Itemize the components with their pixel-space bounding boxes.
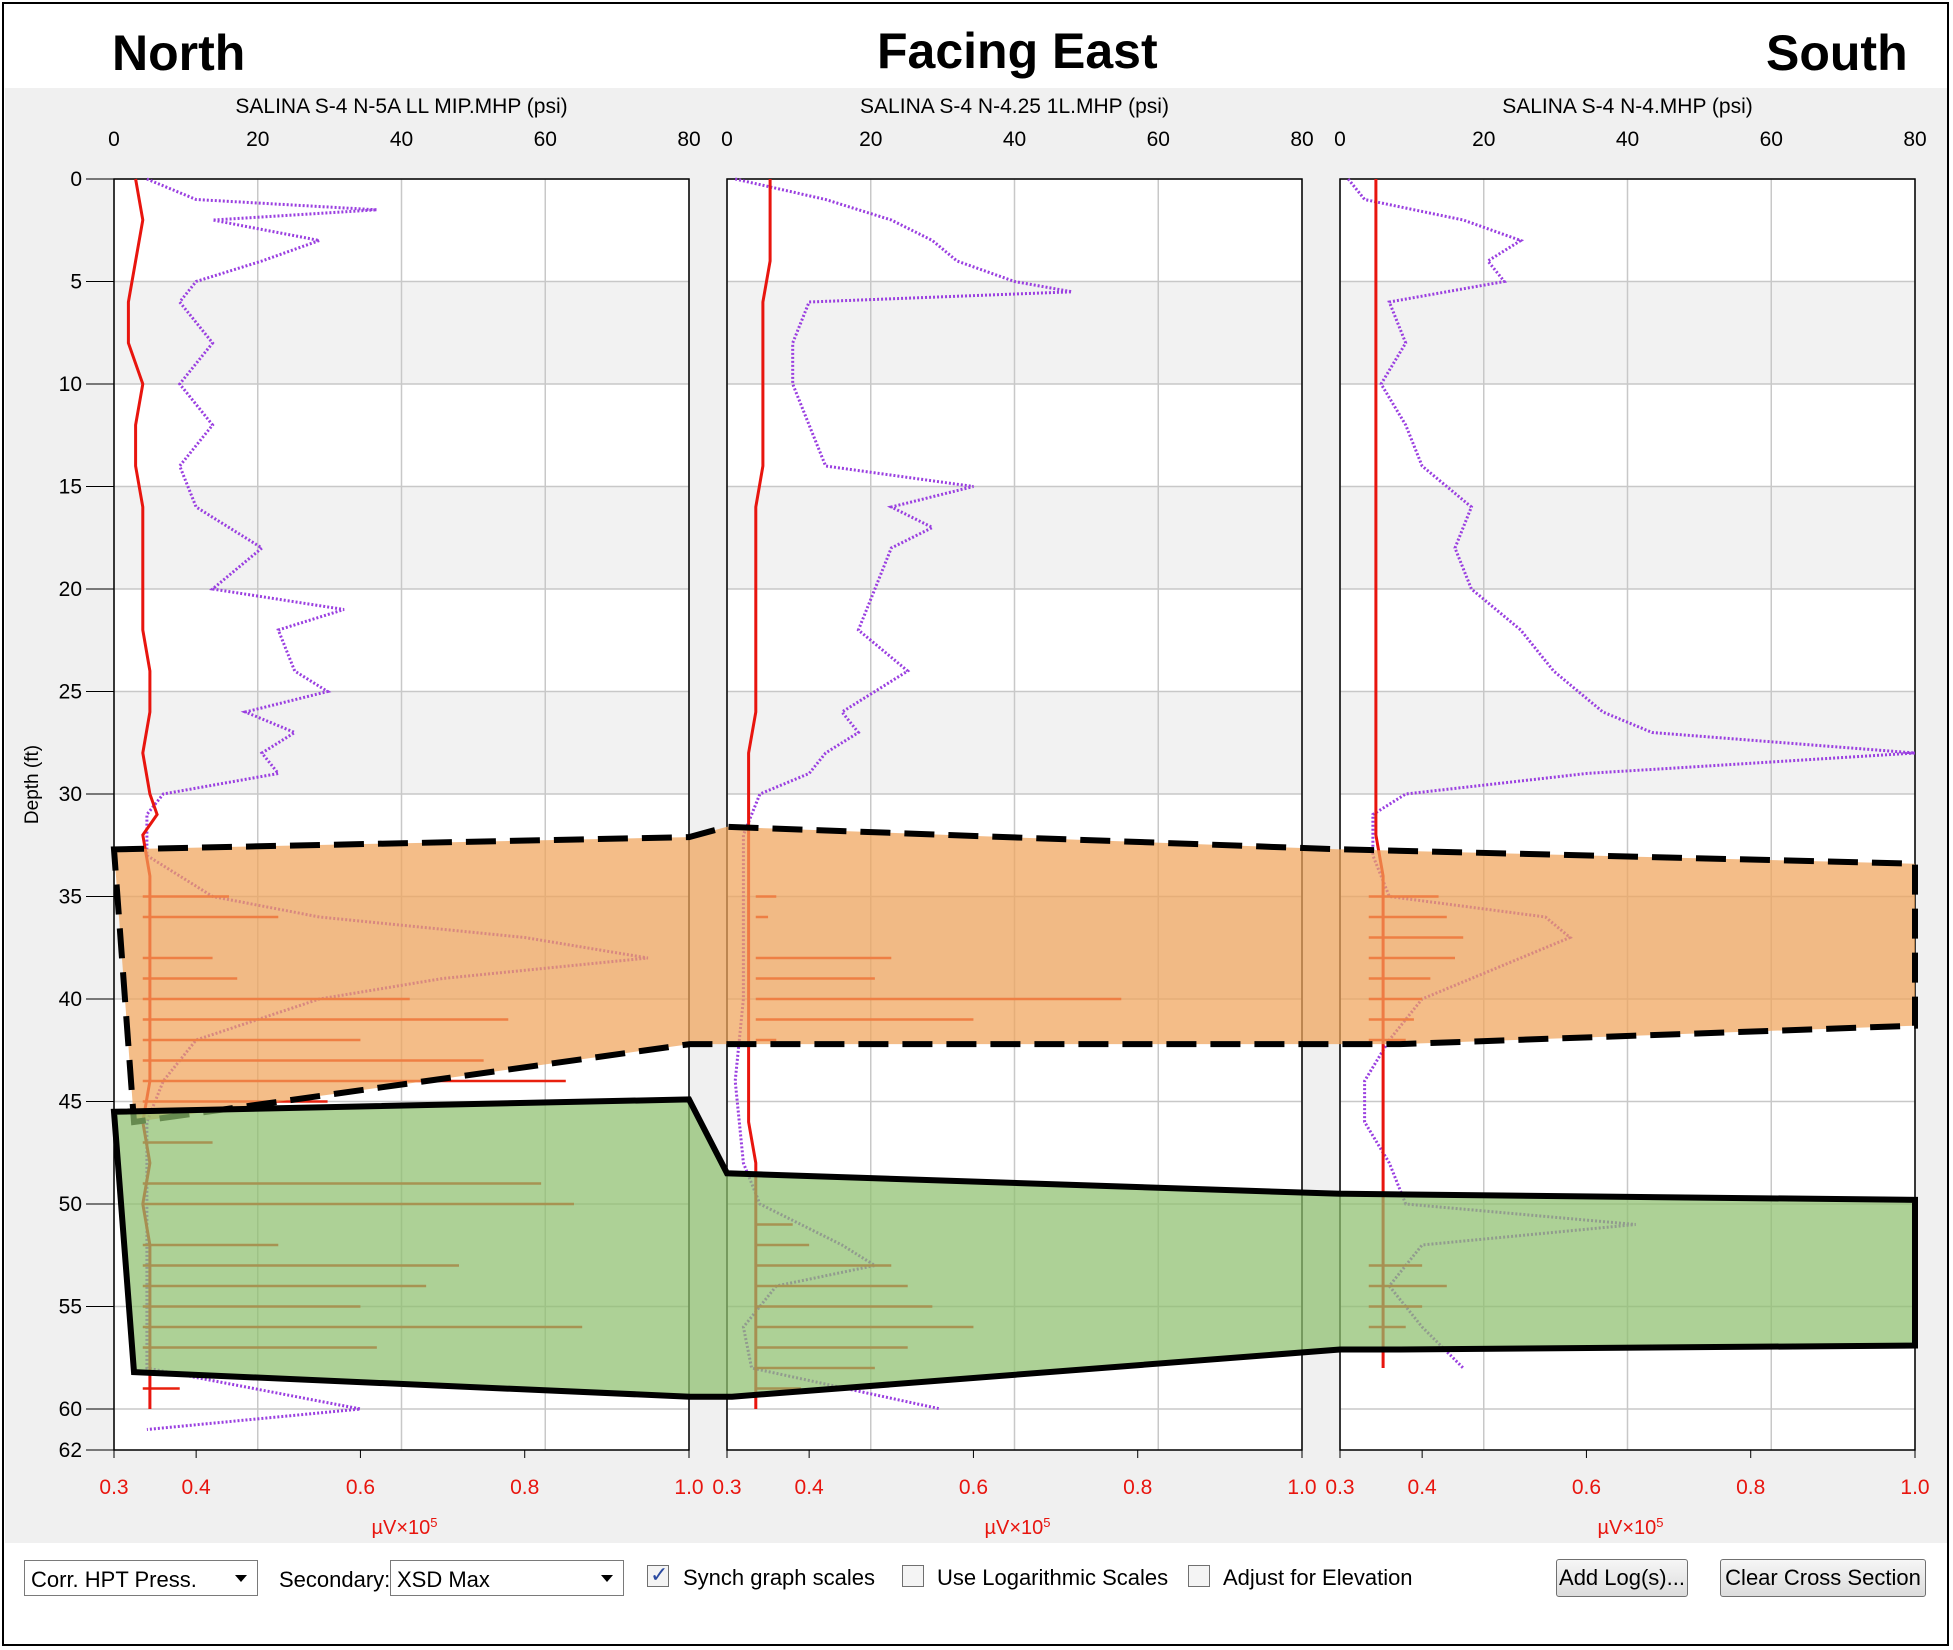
depth-tick-label: 50 [59, 1193, 82, 1216]
top-axis-tick-label: 60 [1760, 128, 1783, 151]
bottom-axis-tick-label: 1.0 [1287, 1476, 1316, 1499]
bottom-axis-unit-label: µV×105 [985, 1515, 1051, 1540]
adjust-elevation-checkbox[interactable] [1188, 1565, 1210, 1587]
log-scales-label: Use Logarithmic Scales [937, 1565, 1169, 1590]
bottom-axis-tick-label: 0.6 [1572, 1476, 1601, 1499]
primary-log-value: Corr. HPT Press. [31, 1567, 197, 1592]
bottom-axis-tick-label: 0.3 [712, 1476, 741, 1499]
top-axis-tick-label: 60 [534, 128, 557, 151]
bottom-axis-unit-label: µV×105 [372, 1515, 438, 1540]
top-axis-tick-label: 40 [1003, 128, 1026, 151]
depth-tick-label: 62 [59, 1439, 82, 1462]
green-correlation-zone [110, 1096, 1918, 1400]
top-axis-tick-label: 80 [1903, 128, 1926, 151]
secondary-log-value: XSD Max [397, 1567, 490, 1592]
chevron-down-icon [601, 1575, 613, 1582]
top-axis-tick-label: 0 [721, 128, 733, 151]
top-axis-tick-label: 40 [1616, 128, 1639, 151]
depth-tick-label: 30 [59, 783, 82, 806]
depth-tick-label: 5 [70, 271, 82, 294]
depth-tick-label: 15 [59, 476, 82, 499]
secondary-log-select[interactable]: XSD Max [390, 1560, 624, 1596]
bottom-axis-tick-label: 0.6 [346, 1476, 375, 1499]
log-scales-checkbox[interactable] [902, 1565, 924, 1587]
synch-scales-checkbox[interactable]: ✓ [647, 1562, 669, 1587]
top-axis-tick-label: 80 [677, 128, 700, 151]
north-label: North [112, 25, 246, 81]
bottom-axis-tick-label: 0.4 [1408, 1476, 1438, 1499]
top-axis-tick-label: 20 [859, 128, 882, 151]
primary-log-select[interactable]: Corr. HPT Press. [24, 1560, 258, 1596]
top-axis-tick-label: 60 [1147, 128, 1170, 151]
log-panel-frame [113, 178, 690, 1451]
bottom-axis-tick-label: 0.8 [510, 1476, 539, 1499]
pressure-trace [1374, 179, 1385, 1368]
top-axis-tick-label: 40 [390, 128, 413, 151]
top-axis-tick-label: 0 [1334, 128, 1346, 151]
bottom-axis-tick-label: 0.8 [1123, 1476, 1152, 1499]
bottom-axis-tick-label: 0.6 [959, 1476, 988, 1499]
depth-tick-label: 25 [59, 681, 82, 704]
log-panel-frame [726, 178, 1303, 1451]
south-label: South [1766, 25, 1908, 81]
add-log-button[interactable]: Add Log(s)... [1556, 1559, 1688, 1597]
control-bar: Corr. HPT Press. Secondary: XSD Max ✓ Sy… [0, 1550, 1953, 1620]
depth-axis-label: Depth (ft) [22, 745, 43, 824]
log-panel-frame [1339, 178, 1916, 1451]
depth-tick-label: 10 [59, 373, 82, 396]
xsd-trace [1347, 178, 1916, 1370]
synch-scales-label: Synch graph scales [683, 1565, 875, 1590]
chevron-down-icon [235, 1575, 247, 1582]
depth-tick-label: 35 [59, 886, 82, 909]
log-title: SALINA S-4 N-4.25 1L.MHP (psi) [860, 95, 1169, 118]
secondary-label: Secondary: [279, 1567, 391, 1592]
orange-correlation-zone [110, 823, 1918, 1126]
depth-tick-label: 40 [59, 988, 82, 1011]
log-title: SALINA S-4 N-5A LL MIP.MHP (psi) [235, 95, 567, 118]
checkmark-icon: ✓ [650, 1562, 669, 1587]
bottom-axis-tick-label: 1.0 [674, 1476, 703, 1499]
bottom-axis-tick-label: 0.8 [1736, 1476, 1765, 1499]
depth-tick-label: 0 [70, 168, 82, 191]
top-axis-tick-label: 80 [1290, 128, 1313, 151]
facing-east-title: Facing East [877, 23, 1158, 79]
top-axis-tick-label: 20 [1472, 128, 1495, 151]
adjust-elevation-label: Adjust for Elevation [1223, 1565, 1413, 1590]
top-axis-tick-label: 0 [108, 128, 120, 151]
bottom-axis-tick-label: 0.4 [182, 1476, 212, 1499]
depth-tick-label: 55 [59, 1296, 82, 1319]
depth-tick-label: 60 [59, 1398, 82, 1421]
depth-tick-label: 20 [59, 578, 82, 601]
log-title: SALINA S-4 N-4.MHP (psi) [1502, 95, 1753, 118]
top-axis-tick-label: 20 [246, 128, 269, 151]
depth-tick-label: 45 [59, 1091, 82, 1114]
bottom-axis-tick-label: 0.3 [1325, 1476, 1354, 1499]
bottom-axis-tick-label: 1.0 [1900, 1476, 1929, 1499]
bottom-axis-tick-label: 0.3 [99, 1476, 128, 1499]
bottom-axis-tick-label: 0.4 [795, 1476, 825, 1499]
bottom-axis-unit-label: µV×105 [1598, 1515, 1664, 1540]
clear-cross-section-button[interactable]: Clear Cross Section [1720, 1559, 1926, 1597]
